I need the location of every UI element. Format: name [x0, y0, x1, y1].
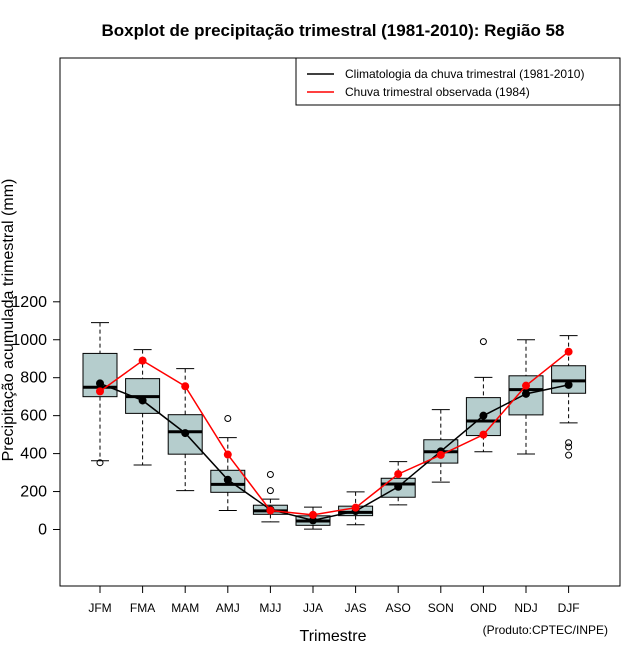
- outlier-point: [479, 338, 487, 346]
- series-point-climatology: [309, 516, 317, 525]
- box-group: [82, 322, 587, 530]
- series-point-observed: [479, 430, 488, 439]
- x-axis: JFM FMA MAM AMJ MJJ JJA JAS ASO SON OND NDJ DJF: [88, 586, 580, 615]
- x-tick-label: JFM: [88, 601, 111, 615]
- outlier-point: [565, 443, 573, 451]
- outlier-point: [266, 487, 274, 495]
- outlier-point: [565, 439, 573, 447]
- series-point-climatology: [394, 482, 403, 491]
- series-point-observed: [266, 506, 275, 515]
- y-axis-label: Precipitação acumulada trimestral (mm): [0, 179, 17, 462]
- series-point-climatology: [564, 380, 573, 389]
- series-point-observed: [138, 356, 147, 365]
- series-point-climatology: [522, 389, 530, 398]
- y-tick-label: 400: [20, 446, 47, 463]
- y-tick-label: 600: [20, 408, 47, 425]
- x-tick-label: AMJ: [216, 601, 240, 615]
- y-tick-label: 200: [20, 484, 47, 501]
- series-point-observed: [522, 381, 530, 390]
- series-point-observed: [96, 387, 104, 396]
- outlier-point: [96, 459, 104, 467]
- series-point-observed: [394, 470, 403, 479]
- x-tick-label: NDJ: [514, 601, 537, 615]
- series-point-observed: [309, 510, 317, 519]
- x-tick-label: MJJ: [259, 601, 281, 615]
- x-tick-label: ASO: [386, 601, 411, 615]
- series-point-climatology: [223, 475, 232, 484]
- x-tick-label: JJA: [303, 601, 323, 615]
- series-line-climatology: [99, 382, 569, 522]
- x-tick-label: OND: [470, 601, 497, 615]
- series-point-observed: [181, 382, 190, 391]
- series-point-observed: [223, 450, 232, 459]
- x-tick-label: SON: [428, 601, 454, 615]
- series-point-climatology: [479, 411, 488, 420]
- y-tick-label: 0: [38, 522, 47, 539]
- series-point-observed: [564, 347, 573, 356]
- series-group: [96, 347, 573, 525]
- series-point-climatology: [181, 429, 190, 438]
- series-point-climatology: [138, 396, 147, 405]
- box-SON: [423, 409, 459, 483]
- credit-text: (Produto:CPTEC/INPE): [483, 623, 608, 637]
- chart-title: Boxplot de precipitação trimestral (1981…: [102, 21, 565, 40]
- y-tick-label: 1200: [11, 294, 47, 311]
- y-axis: 0 200 400 600 800 1000 1200: [11, 294, 60, 539]
- outlier-point: [224, 414, 232, 422]
- x-tick-label: JAS: [345, 601, 367, 615]
- series-point-climatology: [96, 379, 104, 388]
- legend-label-climatology: Climatologia da chuva trimestral (1981-2…: [345, 67, 584, 81]
- outlier-point: [565, 451, 573, 459]
- legend: Climatologia da chuva trimestral (1981-2…: [295, 57, 621, 106]
- series-point-observed: [351, 503, 360, 512]
- series-line-observed: [99, 351, 570, 516]
- legend-box: [295, 57, 621, 106]
- x-tick-label: FMA: [130, 601, 155, 615]
- x-axis-label: Trimestre: [300, 628, 367, 645]
- x-tick-label: MAM: [171, 601, 199, 615]
- y-tick-label: 1000: [11, 332, 47, 349]
- x-tick-label: DJF: [558, 601, 580, 615]
- legend-label-observed: Chuva trimestral observada (1984): [345, 85, 530, 99]
- outlier-point: [266, 470, 274, 478]
- y-tick-label: 800: [20, 370, 47, 387]
- series-point-observed: [436, 450, 445, 459]
- box-AMJ: [210, 414, 246, 512]
